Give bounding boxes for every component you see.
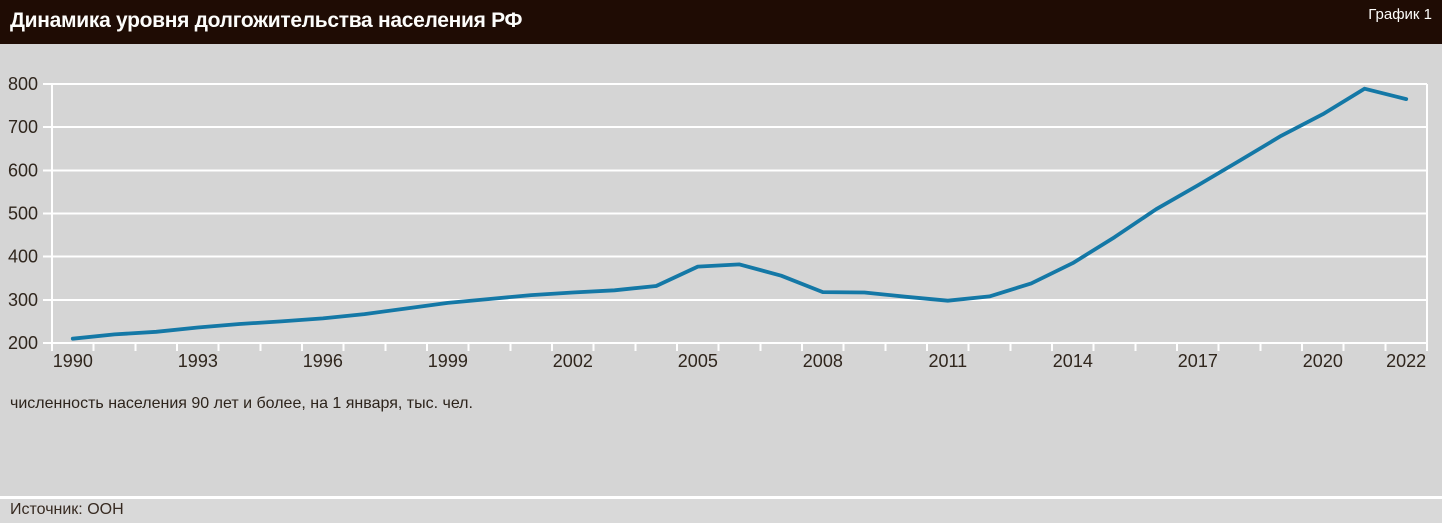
x-axis-tick-label: 2014	[1053, 351, 1093, 371]
x-axis-tick-label: 1990	[53, 351, 93, 371]
longevity-line-chart: 200 300 400 500 600 700 800 1990 1993 1996 1999 200…	[8, 74, 1428, 371]
x-axis-tick-label: 2022	[1386, 351, 1426, 371]
figure-number-label: График 1	[1368, 6, 1432, 23]
source-label: Источник: ООН	[10, 501, 124, 518]
y-axis-tick-label: 300	[8, 290, 38, 310]
y-axis-tick-label: 200	[8, 333, 38, 353]
x-axis-tick-label: 1996	[303, 351, 343, 371]
y-axis-tick-label: 600	[8, 160, 38, 180]
x-axis-tick-label: 2020	[1303, 351, 1343, 371]
y-axis-tick-label: 400	[8, 247, 38, 267]
source-bar: Источник: ООН	[0, 499, 1442, 523]
y-axis-tick-label: 500	[8, 204, 38, 224]
data-line	[70, 86, 1409, 341]
x-axis-tick-label: 1999	[428, 351, 468, 371]
x-axis-tick-label: 2008	[803, 351, 843, 371]
header-bar: Динамика уровня долгожительства населени…	[0, 0, 1442, 44]
x-axis-tick-label: 2011	[928, 351, 967, 371]
x-axis-tick-label: 1993	[178, 351, 218, 371]
y-axis-tick-label: 700	[8, 117, 38, 137]
separator-line	[0, 496, 1442, 499]
chart-footnote: численность населения 90 лет и более, на…	[10, 395, 473, 412]
x-axis-tick-label: 2005	[678, 351, 718, 371]
chart-region: 200 300 400 500 600 700 800 1990 1993 1996 1999 200…	[0, 44, 1442, 497]
y-axis-tick-label: 800	[8, 74, 38, 94]
x-axis-tick-label: 2017	[1178, 351, 1218, 371]
x-axis-tick-label: 2002	[553, 351, 593, 371]
page-title: Динамика уровня долгожительства населени…	[10, 9, 523, 32]
